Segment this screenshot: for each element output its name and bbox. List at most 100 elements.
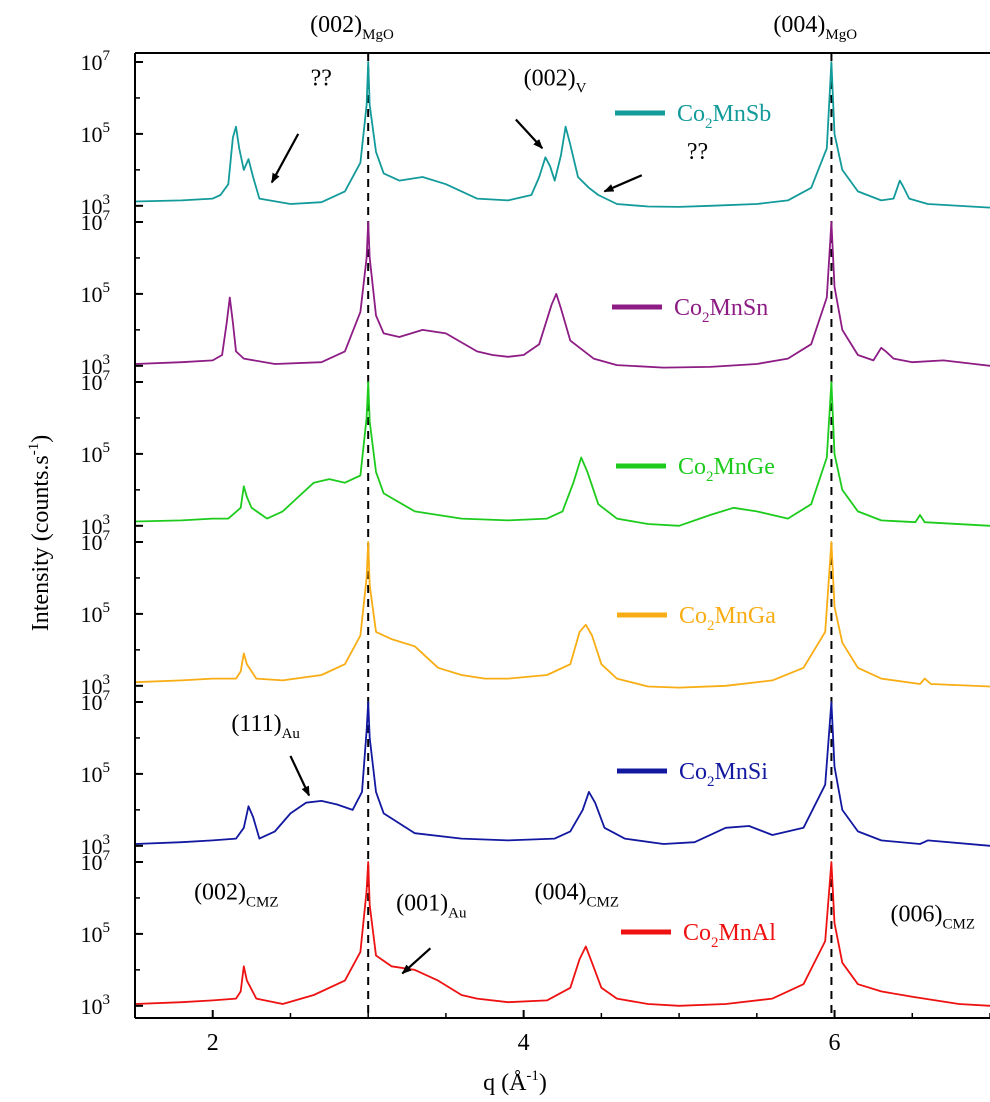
annotation-4: (002)CMZ [194,880,279,911]
series-line-MnSn [134,221,990,369]
y-tick-label: 105 [81,440,111,467]
annotation-5-main: (001) [396,891,448,917]
y-tick-base: 10 [81,922,103,947]
reference-line-label-1-subscript: MgO [825,27,857,43]
y-tick-label: 103 [81,832,111,859]
y-tick-label: 105 [81,280,111,307]
annotations-layer: ?? (002)V??(111)Au(002)CMZ (001)Au(004)CMZ… [194,65,975,975]
y-tick-exponent: 7 [103,368,111,384]
legend-label-subscript: 2 [705,116,713,132]
annotation-4-main: (002) [194,880,246,906]
annotation-4-subscript: CMZ [246,895,279,911]
legend-label-rest: MnSb [713,101,772,127]
y-tick-exponent: 5 [103,280,111,296]
x-axis-label-text: q (Å [483,1070,527,1096]
annotation-6-main: (004) [535,880,587,906]
annotation-1: (002)V [524,65,587,96]
y-tick-base: 10 [81,834,103,859]
y-tick-exponent: 7 [103,688,111,704]
y-tick-exponent: 3 [103,192,111,208]
annotation-arrow-5 [401,947,432,975]
legend-label-subscript: 2 [706,469,714,485]
legend-label-MnGa: Co2MnGa [679,603,776,634]
annotation-0-main: ?? [311,65,332,91]
y-tick-label: 103 [81,192,111,219]
annotation-6-subscript: CMZ [587,895,620,911]
y-tick-base: 10 [81,50,103,75]
y-tick-base: 10 [81,210,103,235]
y-tick-base: 10 [81,354,103,379]
annotation-3-subscript: Au [282,726,301,742]
y-tick-exponent: 7 [103,848,111,864]
y-tick-exponent: 3 [103,672,111,688]
y-tick-label: 107 [81,48,111,75]
legend-label-base: Co [679,603,707,629]
y-tick-label: 103 [81,992,111,1019]
legend-label-base: Co [677,101,705,127]
y-tick-exponent: 3 [103,832,111,848]
annotation-arrow-3 [289,755,311,797]
series-line-MnAl [134,861,990,1007]
reference-line-label-1: (004)MgO [773,12,857,43]
series-layer [134,61,990,1007]
reference-line-label-0-subscript: MgO [362,27,394,43]
y-tick-label: 107 [81,208,111,235]
legend-label-base: Co [674,295,702,321]
x-axis-label: q (Å-1) [483,1068,547,1096]
legend-label-MnSb: Co2MnSb [677,101,771,132]
reference-line-label-0: (002)MgO [310,12,394,43]
annotation-0: ?? [311,65,332,91]
y-tick-exponent: 5 [103,120,111,136]
y-tick-label: 105 [81,600,111,627]
series-line-MnGa [134,541,990,689]
series-line-MnGe [134,381,990,527]
y-tick-base: 10 [81,122,103,147]
x-axis-label-close: ) [539,1070,547,1096]
legend-label-MnSn: Co2MnSn [674,295,768,326]
y-tick-label: 105 [81,920,111,947]
legend-label-base: Co [678,454,706,480]
y-tick-base: 10 [81,690,103,715]
legend-label-base: Co [679,759,707,785]
x-tick-label-2: 6 [829,1030,841,1056]
y-tick-exponent: 3 [103,992,111,1008]
legend-label-rest: MnAl [719,920,777,946]
y-tick-label: 105 [81,120,111,147]
y-tick-base: 10 [81,994,103,1019]
y-tick-label: 103 [81,352,111,379]
y-tick-base: 10 [81,602,103,627]
annotation-arrow-2 [603,174,643,193]
y-tick-exponent: 3 [103,352,111,368]
axes-layer: 2 4 61031051071031051071031051071031051071… [81,48,990,1056]
legend-layer: Co2MnSbCo2MnSnCo2MnGeCo2MnGaCo2MnSiCo2Mn… [612,101,776,951]
y-tick-base: 10 [81,282,103,307]
y-tick-label: 105 [81,760,111,787]
legend-label-subscript: 2 [707,774,715,790]
y-tick-exponent: 5 [103,920,111,936]
series-line-MnSi [134,701,990,847]
legend-label-MnSi: Co2MnSi [679,759,768,790]
annotation-arrow-1 [515,118,544,150]
y-tick-base: 10 [81,442,103,467]
legend-label-rest: MnSi [715,759,769,785]
y-tick-base: 10 [81,762,103,787]
annotation-5-subscript: Au [448,906,467,922]
x-tick-label-1: 4 [518,1030,530,1056]
y-tick-label: 107 [81,528,111,555]
y-axis-label-exponent: -1 [26,443,42,456]
y-tick-base: 10 [81,850,103,875]
legend-label-subscript: 2 [711,935,719,951]
reference-line-label-1-main: (004) [773,12,825,38]
annotation-7-subscript: CMZ [942,916,975,932]
annotation-1-subscript: V [576,80,587,96]
y-tick-exponent: 5 [103,440,111,456]
legend-label-base: Co [683,920,711,946]
y-tick-label: 107 [81,368,111,395]
legend-label-rest: MnSn [710,295,769,321]
y-tick-base: 10 [81,674,103,699]
annotation-2-main: ?? [687,139,708,165]
y-axis-label-text: Intensity (counts.s [28,455,54,631]
legend-label-MnGe: Co2MnGe [678,454,775,485]
y-tick-label: 107 [81,688,111,715]
annotation-2: ?? [687,139,708,165]
